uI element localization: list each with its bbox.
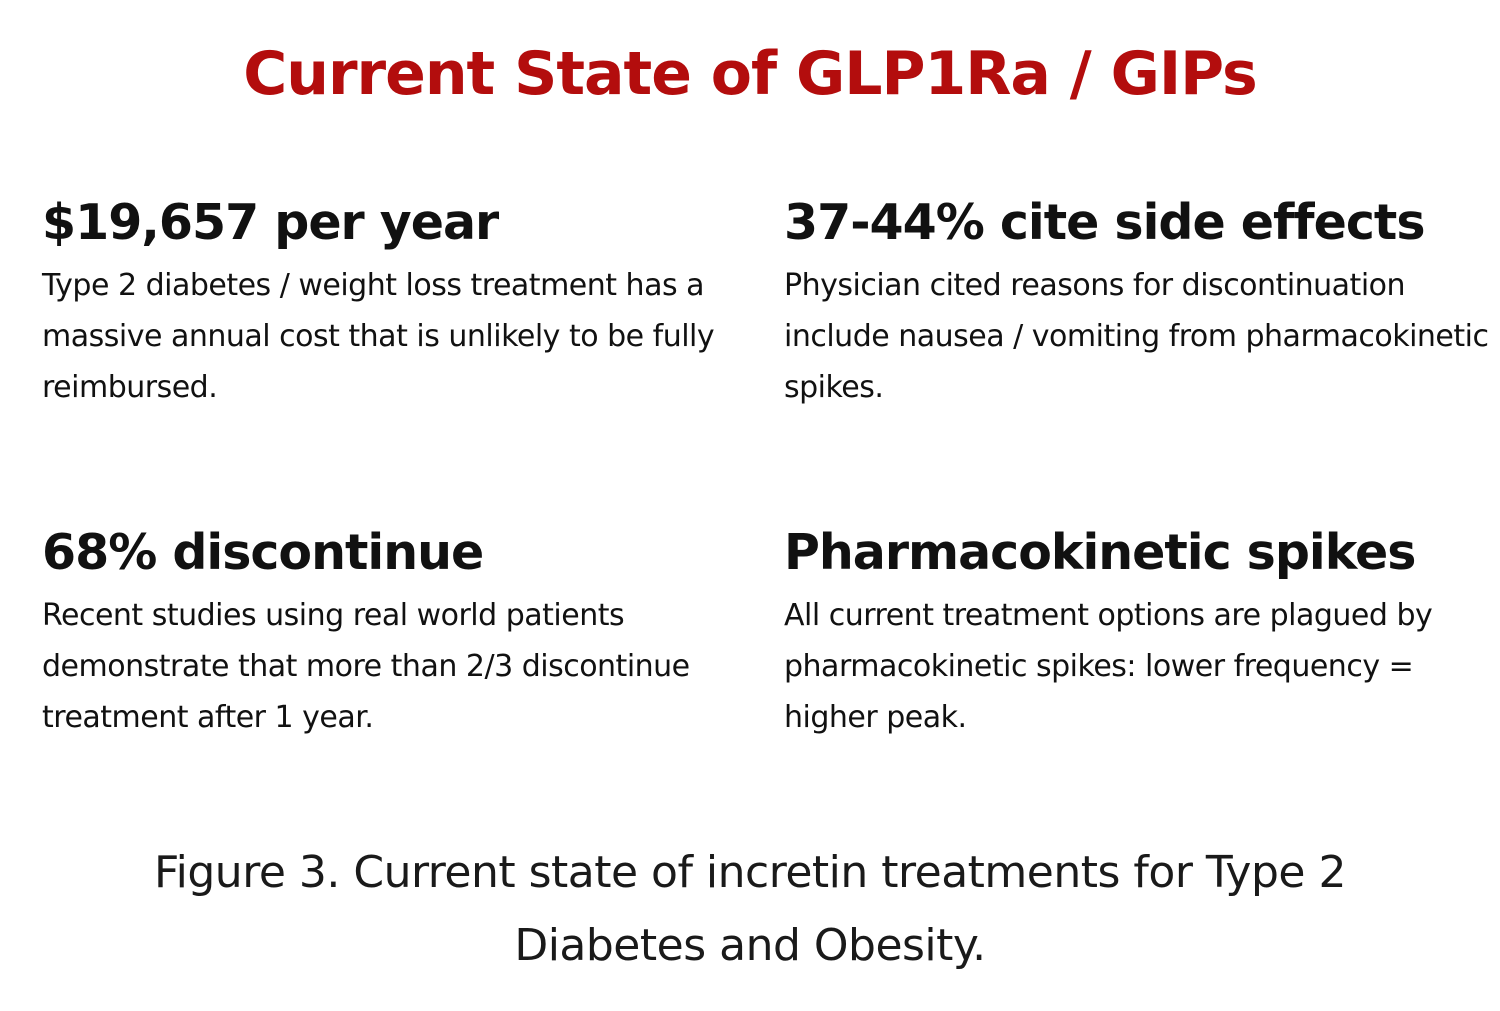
pk-spikes-heading: Pharmacokinetic spikes xyxy=(784,524,1416,581)
side-effects-heading: 37-44% cite side effects xyxy=(784,194,1426,251)
cost-block: $19,657 per year Type 2 diabetes / weigh… xyxy=(42,192,742,413)
discontinue-block: 68% discontinue Recent studies using rea… xyxy=(42,522,742,743)
pk-spikes-description: All current treatment options are plague… xyxy=(784,598,1433,735)
discontinue-heading: 68% discontinue xyxy=(42,524,484,581)
caption-line-2: Diabetes and Obesity. xyxy=(514,920,986,971)
pk-spikes-block: Pharmacokinetic spikes All current treat… xyxy=(784,522,1494,743)
slide-title: Current State of GLP1Ra / GIPs xyxy=(243,39,1258,109)
side-effects-block: 37-44% cite side effects Physician cited… xyxy=(784,192,1494,413)
cost-heading: $19,657 per year xyxy=(42,194,499,251)
discontinue-description: Recent studies using real world patients… xyxy=(42,598,690,735)
caption-line-1: Figure 3. Current state of incretin trea… xyxy=(154,847,1346,898)
cost-description: Type 2 diabetes / weight loss treatment … xyxy=(42,268,715,405)
side-effects-description: Physician cited reasons for discontinuat… xyxy=(784,268,1489,405)
figure-caption: Figure 3. Current state of incretin trea… xyxy=(0,836,1500,982)
